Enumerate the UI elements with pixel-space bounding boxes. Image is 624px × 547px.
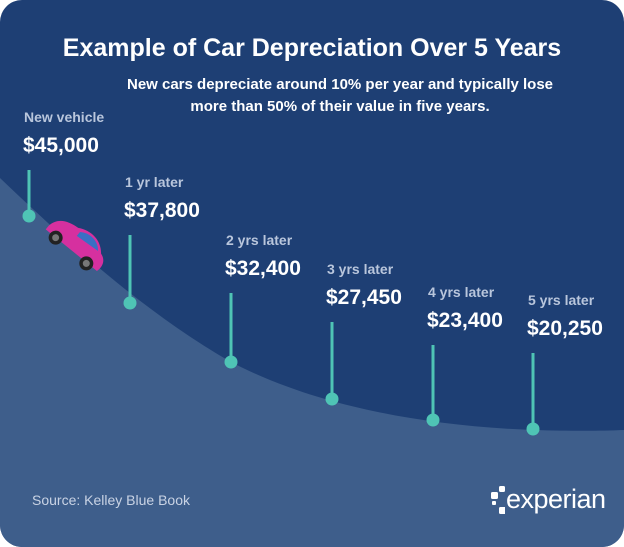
value-label: $32,400 bbox=[225, 257, 301, 280]
car-icon bbox=[45, 220, 104, 271]
value-label: $23,400 bbox=[427, 309, 503, 332]
chart-title: Example of Car Depreciation Over 5 Years bbox=[62, 34, 562, 62]
category-label: 2 yrs later bbox=[226, 232, 293, 248]
logo-dots-icon bbox=[491, 486, 505, 514]
data-point bbox=[426, 413, 440, 427]
value-label: $37,800 bbox=[124, 199, 200, 222]
data-point bbox=[22, 209, 36, 223]
category-label: 3 yrs later bbox=[327, 261, 394, 277]
value-label: $20,250 bbox=[527, 317, 603, 340]
value-label: $45,000 bbox=[23, 134, 99, 157]
category-label: 5 yrs later bbox=[528, 292, 595, 308]
hill-curve bbox=[0, 178, 624, 547]
data-point bbox=[224, 355, 238, 369]
chart-subtitle: New cars depreciate around 10% per year … bbox=[126, 76, 554, 115]
data-point bbox=[325, 392, 339, 406]
category-label: New vehicle bbox=[24, 109, 105, 125]
experian-logo: experian bbox=[491, 484, 606, 515]
source-note: Source: Kelley Blue Book bbox=[32, 492, 190, 508]
data-point bbox=[526, 422, 540, 436]
data-point bbox=[123, 296, 137, 310]
category-label: 4 yrs later bbox=[428, 284, 495, 300]
category-label: 1 yr later bbox=[125, 174, 184, 190]
value-label: $27,450 bbox=[326, 286, 402, 309]
